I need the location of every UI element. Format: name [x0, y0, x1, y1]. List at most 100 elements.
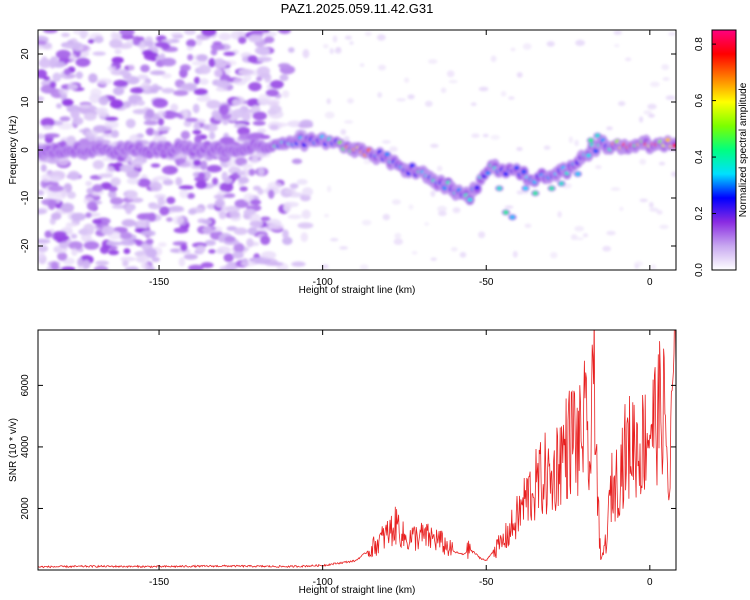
- spectrogram-cell: [187, 54, 194, 61]
- spectrogram-cell: [38, 58, 52, 69]
- spectrogram-cell: [121, 34, 134, 40]
- spectrogram-cell: [323, 44, 329, 49]
- spectrogram-cell: [55, 49, 71, 60]
- spectrogram-cell: [78, 45, 91, 53]
- spectrogram-cell: [47, 200, 56, 210]
- spectrogram-cell: [446, 70, 455, 78]
- spectrogram-cell: [249, 158, 259, 164]
- spectrogram-cell: [500, 91, 507, 97]
- colorbar-tick-label: 0.4: [694, 150, 705, 164]
- spectrogram-cell: [212, 41, 222, 46]
- spectrogram-cell: [266, 218, 282, 229]
- spectrogram-cell: [170, 32, 183, 37]
- spectrogram-cell: [264, 36, 275, 44]
- spectrogram-cell: [509, 215, 515, 220]
- spectrogram-cell: [516, 72, 523, 78]
- spectrogram-cell: [649, 207, 659, 212]
- spectrogram-cell: [278, 63, 291, 69]
- spectrogram-cell: [204, 239, 216, 246]
- spectrogram-cell: [43, 30, 58, 34]
- spectrogram-cell: [490, 55, 497, 63]
- spectrogram-cell: [157, 196, 165, 206]
- spectrogram-cell: [150, 181, 163, 192]
- spectrogram-cell: [143, 120, 159, 126]
- spectrogram-cell: [522, 43, 532, 50]
- spectrogram-cell: [157, 145, 163, 150]
- spectrogram-cell: [120, 256, 136, 262]
- spectrogram-cell: [157, 242, 167, 248]
- snr-x-axis: -150 -100 -50 0: [149, 330, 653, 588]
- spectrogram-cell: [113, 86, 125, 96]
- spectrogram-cell: [297, 222, 314, 229]
- spectrogram-cell: [215, 80, 230, 88]
- spectrogram-cell: [129, 160, 144, 165]
- spectrogram-cell: [199, 78, 209, 85]
- spectrogram-cell: [196, 54, 208, 62]
- spectrogram-cell: [478, 231, 486, 239]
- spectrogram-cell: [182, 109, 189, 119]
- spectrogram-cell: [63, 68, 71, 76]
- spectrogram-cell: [145, 108, 155, 118]
- spectrogram-cell: [121, 219, 136, 227]
- spectrogram-cell: [60, 267, 71, 270]
- spectrogram-cell: [154, 175, 171, 181]
- spectrogram-cell: [212, 177, 219, 186]
- spectrogram-cell: [496, 186, 502, 191]
- spectrogram-cell: [490, 134, 500, 140]
- spectrogram-cell: [672, 143, 676, 148]
- spectrogram-cell: [246, 238, 254, 248]
- spectrogram-cell: [130, 87, 144, 94]
- spectrogram-cell: [124, 266, 140, 270]
- spectrogram-cell: [246, 134, 261, 141]
- spectrogram-cell: [232, 98, 241, 107]
- spectrogram-cell: [223, 51, 236, 56]
- spectrogram-cell: [279, 74, 289, 82]
- spectrogram-cell: [258, 134, 271, 140]
- spectrogram-cell: [215, 249, 224, 254]
- spectrogram-cell: [550, 252, 558, 259]
- spectrogram-cell: [152, 135, 167, 142]
- spectrogram-cell: [208, 58, 216, 68]
- spectrogram-cell: [248, 213, 261, 223]
- spectrogram-cell: [249, 220, 264, 228]
- spectrogram-cell: [516, 147, 523, 151]
- spectrogram-cell: [326, 98, 331, 105]
- spectrogram-cell: [61, 32, 70, 38]
- spectrogram-cell: [137, 74, 149, 80]
- spectrogram-cell: [161, 165, 178, 175]
- spectrogram-cell: [180, 243, 188, 252]
- spectrogram-cell: [85, 212, 92, 219]
- spectrogram-cell: [291, 261, 306, 267]
- spectrogram-cell: [52, 72, 62, 82]
- spectrogram-cell: [574, 139, 579, 147]
- spectrogram-cell: [549, 186, 555, 191]
- spectrogram-cell: [161, 87, 175, 94]
- x-tick-label: 0: [647, 277, 653, 288]
- spectrogram-cell: [218, 211, 227, 220]
- spectrogram-cell: [237, 176, 250, 184]
- spectrogram-cell: [77, 257, 84, 267]
- spectrogram-cell: [532, 191, 538, 196]
- spectrogram-cell: [232, 251, 244, 259]
- spectrogram-cell: [153, 129, 159, 137]
- spectrogram-cell: [284, 188, 296, 195]
- spectrogram-cell: [157, 126, 171, 131]
- spectrogram-cell: [125, 118, 136, 129]
- colorbar-tick-label: 0.2: [694, 206, 705, 220]
- spectrogram-cell: [619, 206, 624, 211]
- spectrogram-cell: [363, 159, 372, 165]
- spectrogram-cell: [485, 171, 491, 176]
- spectrogram-cell: [639, 198, 648, 203]
- spectrogram-cell: [459, 251, 467, 258]
- spectrogram-cell: [145, 238, 154, 245]
- spectrogram-cell: [302, 187, 313, 197]
- spectrogram-cell: [65, 222, 73, 231]
- spectrogram-cell: [221, 204, 228, 213]
- spectrogram-cell: [661, 64, 670, 71]
- spectrogram-cell: [610, 187, 621, 191]
- spectrogram-cell: [218, 105, 230, 115]
- spectrogram-y-label: Frequency (Hz): [8, 116, 19, 185]
- spectrogram-cell: [300, 232, 308, 243]
- spectrogram-cell: [200, 160, 208, 171]
- spectrogram-cell: [44, 230, 52, 239]
